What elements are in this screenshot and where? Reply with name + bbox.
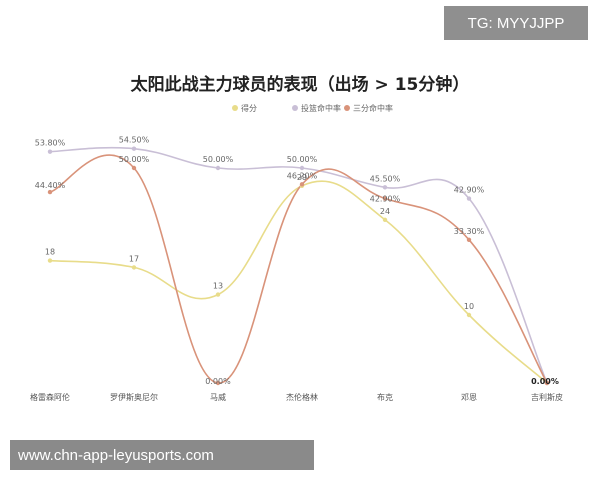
data-label-1-4: 45.50% [370,174,401,183]
x-tick-label-5: 邓恩 [461,393,477,402]
data-label-0-2: 13 [213,282,223,291]
data-label-2-3: 46.20% [287,171,318,180]
data-point-1-1 [131,146,137,151]
data-point-1-5 [466,196,472,201]
data-point-2-5 [466,237,472,243]
data-point-0-2 [215,292,221,297]
data-label-0-4: 24 [380,207,390,216]
data-point-1-2 [215,165,221,171]
series-points [47,146,550,386]
legend-label-1: 投篮命中率 [301,103,341,113]
data-label-0-1: 17 [129,254,139,263]
data-point-0-0 [47,258,53,263]
data-point-2-4 [382,196,388,201]
data-label-1-1: 54.50% [119,136,150,145]
data-point-1-4 [382,185,388,190]
x-tick-label-3: 杰伦格林 [286,392,318,402]
data-label-0-5: 10 [464,302,474,311]
data-label-1-3: 50.00% [287,155,318,164]
data-point-2-0 [47,189,53,195]
legend-marker-2 [344,105,350,111]
data-point-1-3 [299,165,305,171]
x-tick-label-6: 吉利斯皮 [531,392,563,402]
data-point-0-5 [466,312,472,318]
data-label-0-0: 18 [45,248,55,257]
data-label-1-0: 53.80% [35,139,66,148]
x-tick-label-4: 布克 [377,392,393,402]
data-labels: 18 17 13 29 24 10 53.80% 54.50% 50.00% 50.00% 45.5… [35,136,559,386]
data-label-2-0: 44.40% [35,181,66,190]
data-label-2-5: 33.30% [454,227,485,236]
line-chart: 太阳此战主力球员的表现（出场 > 15分钟） 得分 投篮命中率 三分命中率 18 17… [30,74,563,402]
watermark-badge: TG: MYYJJPP [444,6,588,40]
data-point-1-0 [47,149,53,154]
x-tick-label-2: 马威 [210,392,226,402]
legend-label-2: 三分命中率 [353,103,393,113]
data-label-2-4: 42.90% [370,195,401,204]
data-label-1-5: 42.90% [454,186,485,195]
data-label-1-2: 50.00% [203,155,234,164]
legend-label-0: 得分 [241,103,257,113]
series-lines [49,146,548,384]
data-point-2-2 [215,380,221,386]
legend-marker-1 [292,105,298,111]
data-label-0-3: 29 [297,173,307,182]
chart-legend: 得分 投篮命中率 三分命中率 [232,103,393,113]
data-point-2-3 [299,182,305,187]
data-point-2-1 [131,165,137,171]
data-point-0-1 [131,265,137,270]
chart-title: 太阳此战主力球员的表现（出场 > 15分钟） [131,74,470,95]
series-line-0 [49,180,548,384]
data-label-2-2: 0.00% [205,377,231,386]
data-point-0-4 [382,217,388,222]
legend-marker-0 [232,105,238,111]
data-point-2-6 [544,380,550,386]
data-label-2-6: 0.00% [531,377,559,386]
watermark-banner: www.chn-app-leyusports.com [10,440,314,470]
x-axis-ticks: 格雷森阿伦 罗伊斯奥尼尔 马威 杰伦格林 布克 邓恩 吉利斯皮 [30,392,563,402]
x-tick-label-0: 格雷森阿伦 [30,392,70,402]
x-tick-label-1: 罗伊斯奥尼尔 [110,392,158,402]
data-label-2-1: 50.00% [119,155,150,164]
